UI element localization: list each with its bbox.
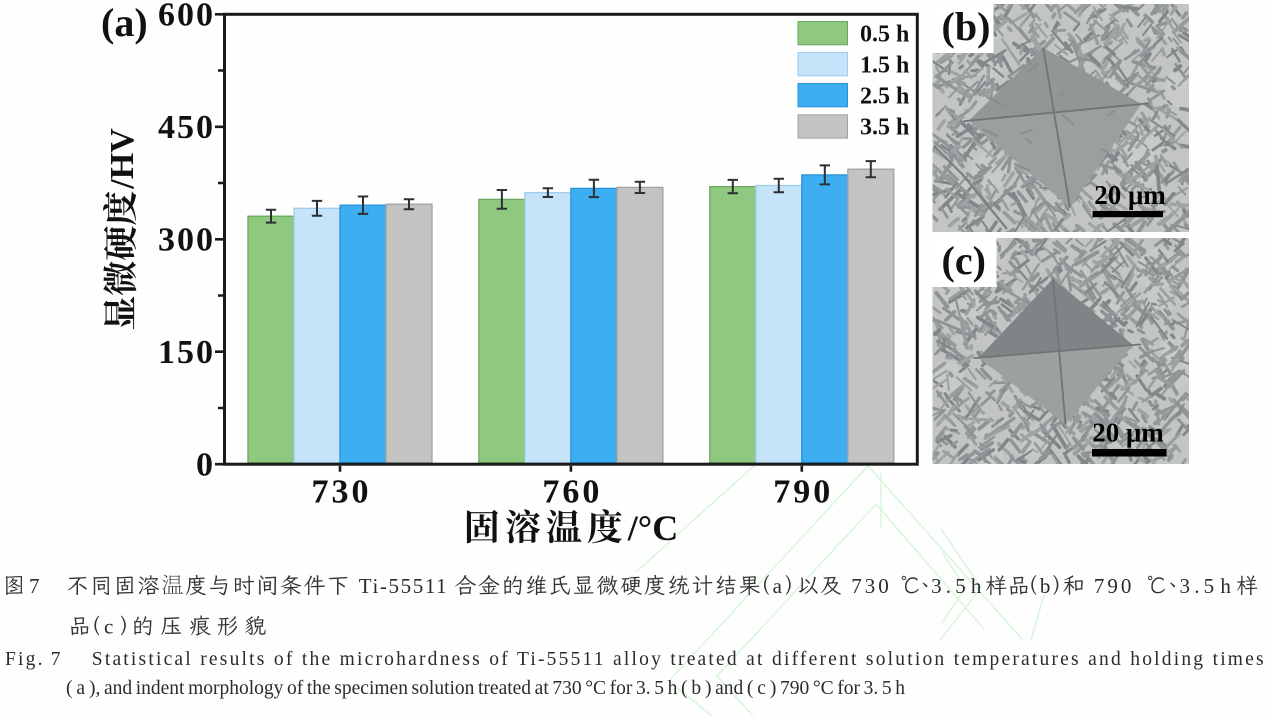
svg-text:a: a [773, 574, 783, 598]
svg-text:730: 730 [312, 474, 372, 511]
svg-text:Ti-55511: Ti-55511 [359, 574, 448, 598]
svg-text:20 μm: 20 μm [1094, 180, 1166, 210]
svg-text:450: 450 [158, 109, 215, 146]
svg-text:3.5: 3.5 [1180, 574, 1219, 598]
svg-text:730: 730 [851, 574, 892, 598]
svg-text:7: 7 [29, 574, 40, 598]
svg-text:600: 600 [158, 0, 215, 34]
svg-text:h: h [971, 574, 982, 598]
svg-text:0: 0 [196, 447, 215, 484]
svg-text:1.5 h: 1.5 h [860, 52, 909, 78]
svg-text:20 μm: 20 μm [1092, 418, 1164, 448]
svg-text:790: 790 [1094, 574, 1135, 598]
svg-text:150: 150 [158, 334, 215, 371]
svg-text:( a ), and indent morphology o: ( a ), and indent morphology of the spec… [66, 678, 905, 699]
svg-text:h: h [1220, 574, 1231, 598]
svg-text:3.5: 3.5 [931, 574, 970, 598]
svg-text:(c): (c) [942, 238, 986, 283]
svg-text:790: 790 [773, 474, 833, 511]
svg-text:Fig. 7 Statistical results of: Fig. 7 Statistical results of the microh… [5, 649, 1266, 670]
svg-text:b: b [1040, 574, 1051, 598]
svg-text:300: 300 [158, 222, 215, 259]
svg-text:(b): (b) [942, 4, 991, 49]
svg-text:/°C: /°C [627, 508, 678, 548]
svg-text:3.5 h: 3.5 h [860, 115, 909, 141]
svg-text:760: 760 [542, 474, 602, 511]
svg-text:(a): (a) [101, 0, 148, 45]
svg-text:/HV: /HV [104, 128, 141, 190]
svg-text:c: c [104, 615, 113, 639]
svg-text:0.5 h: 0.5 h [860, 21, 909, 47]
svg-text:2.5 h: 2.5 h [860, 83, 909, 109]
